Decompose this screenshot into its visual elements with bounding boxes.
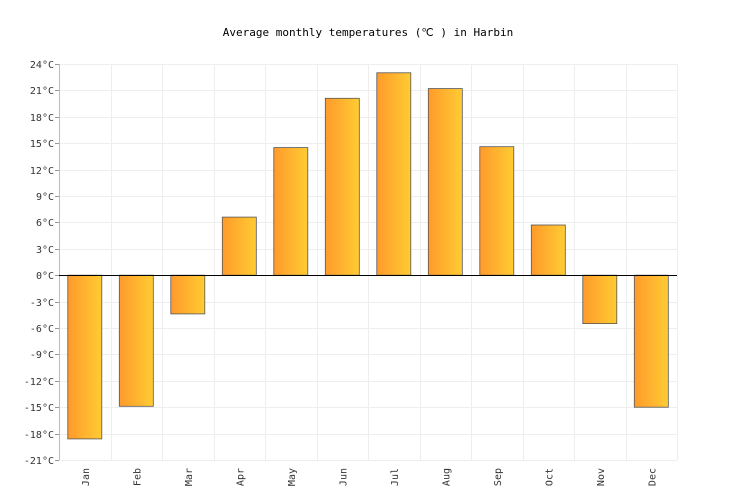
x-tick-label: Jun bbox=[338, 468, 349, 486]
y-tick-label: 9°C bbox=[36, 192, 54, 203]
y-tick-label: 6°C bbox=[36, 218, 54, 229]
x-tick-label: Mar bbox=[184, 468, 195, 486]
bar-sep bbox=[479, 146, 515, 276]
x-tick-label: Dec bbox=[647, 468, 658, 486]
y-tick-label: 0°C bbox=[36, 271, 54, 282]
y-tick-label: -6°C bbox=[30, 324, 54, 335]
y-tick-label: -9°C bbox=[30, 350, 54, 361]
bar-feb bbox=[118, 274, 154, 407]
y-tick-label: 12°C bbox=[30, 166, 54, 177]
bar-dec bbox=[633, 274, 669, 408]
y-tick-labels: 24°C 21°C 18°C 15°C 12°C 9°C 6°C 3°C 0°C -3°C -6°C… bbox=[24, 60, 54, 467]
bar-jun bbox=[324, 97, 360, 276]
bar-apr bbox=[221, 216, 257, 276]
y-tick-label: -18°C bbox=[24, 430, 54, 441]
bar-jul bbox=[376, 72, 412, 276]
x-tick-label: Oct bbox=[544, 468, 555, 486]
bar-may bbox=[273, 147, 309, 276]
x-tick-label: Sep bbox=[493, 468, 504, 486]
x-tick-label: Aug bbox=[441, 468, 452, 486]
y-tick-label: -3°C bbox=[30, 298, 54, 309]
chart-title: Average monthly temperatures (℃ ) in Har… bbox=[223, 26, 514, 39]
x-tick-label: May bbox=[287, 468, 298, 486]
bars bbox=[67, 72, 669, 440]
x-tick-labels: Jan Feb Mar Apr May Jun Jul Aug Sep Oct Nov Dec bbox=[81, 468, 659, 486]
y-tick-label: -15°C bbox=[24, 403, 54, 414]
axes bbox=[55, 64, 677, 461]
y-tick-label: 24°C bbox=[30, 60, 54, 71]
x-tick-label: Jan bbox=[81, 468, 92, 486]
y-tick-label: 15°C bbox=[30, 139, 54, 150]
y-tick-label: 18°C bbox=[30, 113, 54, 124]
y-tick-label: 3°C bbox=[36, 245, 54, 256]
y-tick-label: -21°C bbox=[24, 456, 54, 467]
y-tick-label: -12°C bbox=[24, 377, 54, 388]
bar-jan bbox=[67, 274, 103, 440]
bar-aug bbox=[427, 88, 463, 276]
x-tick-label: Nov bbox=[596, 468, 607, 486]
x-tick-label: Jul bbox=[390, 468, 401, 486]
x-tick-label: Apr bbox=[235, 468, 246, 486]
bar-mar bbox=[170, 274, 206, 315]
x-tick-label: Feb bbox=[132, 468, 143, 486]
y-tick-label: 21°C bbox=[30, 86, 54, 97]
grid bbox=[59, 64, 678, 461]
bar-nov bbox=[582, 274, 618, 325]
bar-oct bbox=[530, 224, 566, 276]
